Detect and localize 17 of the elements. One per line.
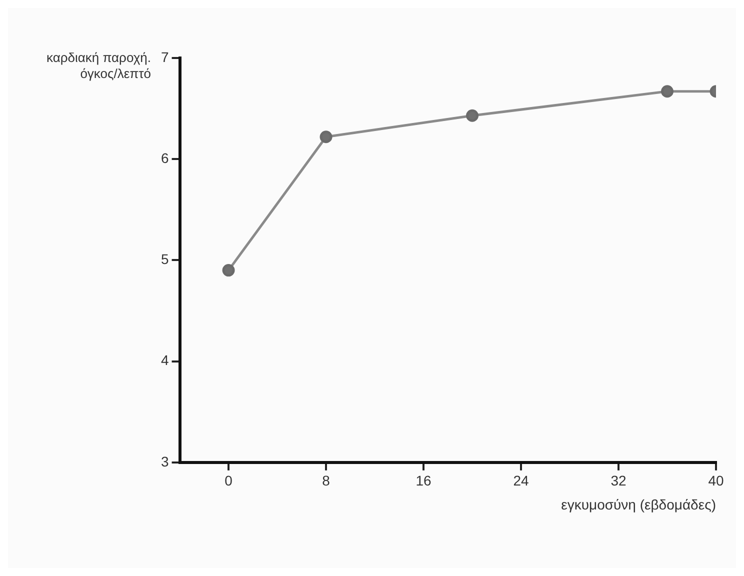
y-tick-label: 6 xyxy=(160,150,169,166)
x-tick-label: 32 xyxy=(610,472,627,489)
y-tick-label: 3 xyxy=(160,453,169,470)
y-tick-label: 7 xyxy=(160,48,169,65)
x-tick-label: 16 xyxy=(416,472,432,489)
x-tick-label: 8 xyxy=(322,472,330,489)
x-axis-title: εγκυμοσύνη (εβδομάδες) xyxy=(561,496,716,512)
point xyxy=(222,264,235,277)
y-tick-label: 4 xyxy=(160,352,169,368)
y-axis-title: καρδιακή παροχή. όγκος/λεπτό xyxy=(46,50,151,82)
x-tick-label: 40 xyxy=(708,472,724,489)
y-tick-label: 5 xyxy=(160,251,169,268)
x-tick-label: 24 xyxy=(513,472,530,489)
point xyxy=(320,130,332,144)
x-tick-label: 0 xyxy=(224,472,233,489)
point xyxy=(661,85,674,98)
point xyxy=(466,109,479,122)
